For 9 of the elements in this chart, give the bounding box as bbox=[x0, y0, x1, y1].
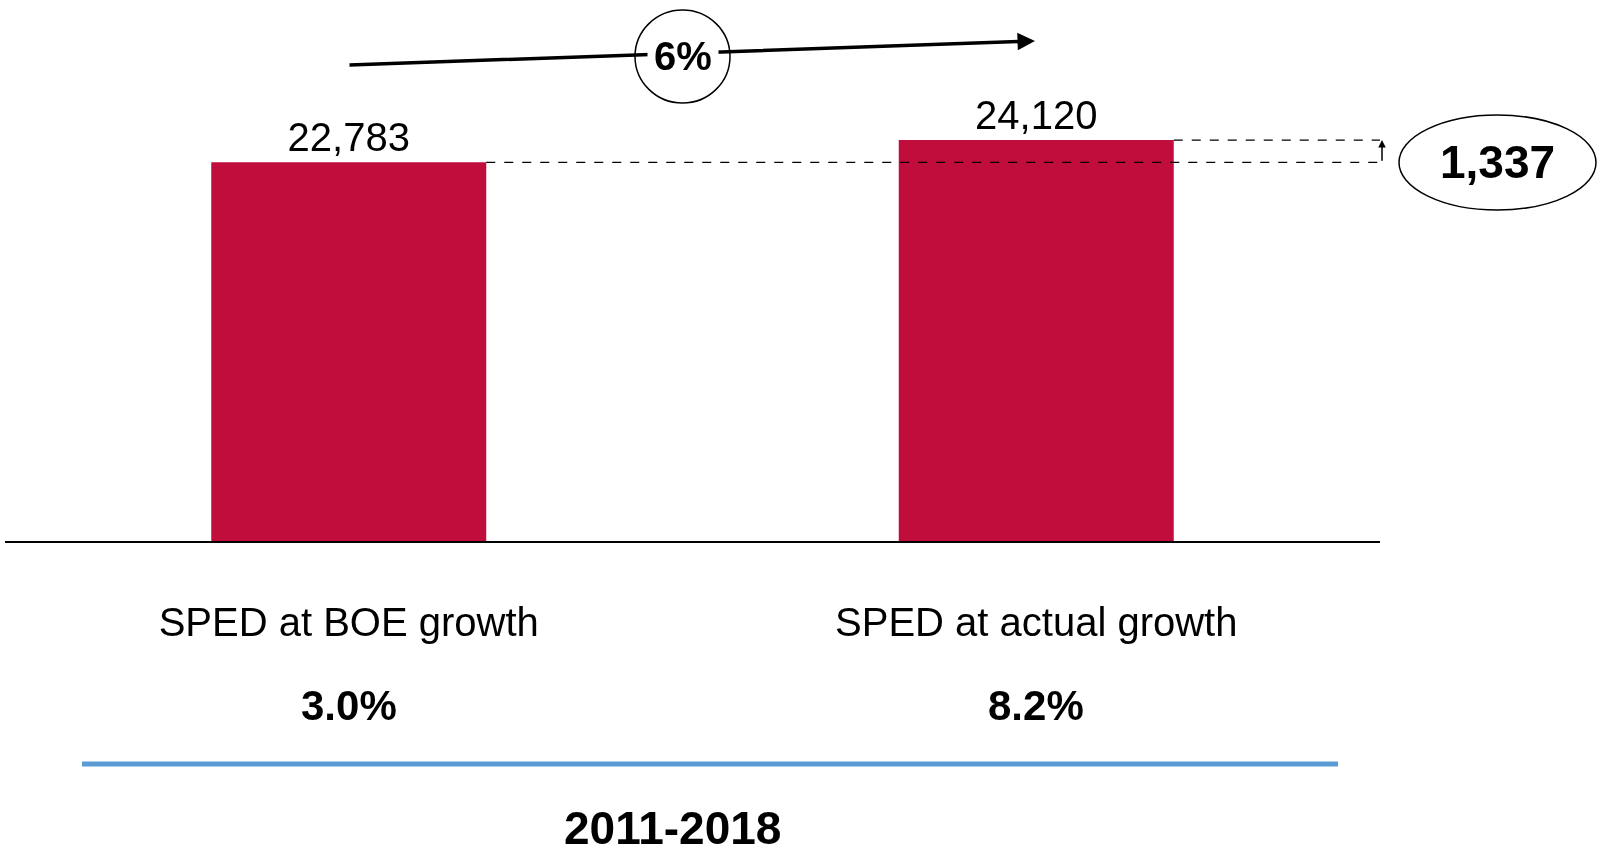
text: 3.0% bbox=[301, 682, 397, 729]
data-label: 24,120 bbox=[975, 93, 1098, 138]
text: 2011-2018 bbox=[564, 802, 782, 854]
x-tick-label: SPED at BOE growth bbox=[158, 599, 539, 644]
x-tick-label: SPED at actual growth bbox=[835, 599, 1238, 644]
text: 8.2% bbox=[988, 682, 1084, 729]
data-label: 22,783 bbox=[287, 115, 410, 160]
text: 6% bbox=[654, 34, 712, 78]
text: 1,337 bbox=[1440, 136, 1556, 188]
